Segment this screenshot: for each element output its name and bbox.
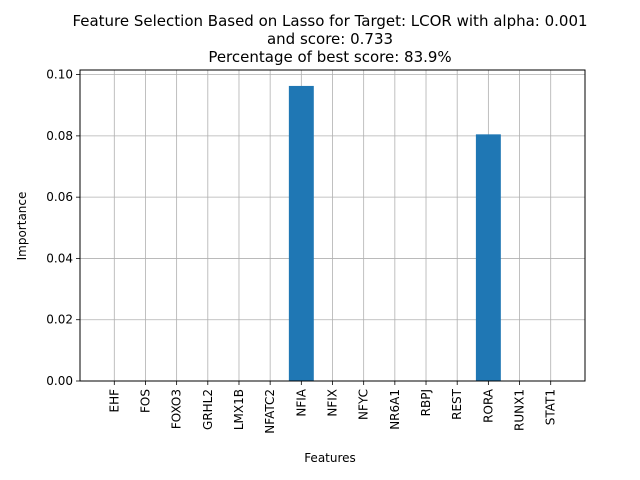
x-tick-label: FOXO3 <box>170 389 184 429</box>
chart-title-line-3: Percentage of best score: 83.9% <box>208 48 451 66</box>
grid-layer <box>80 70 585 382</box>
y-tick-label: 0.04 <box>46 251 73 265</box>
bars-layer <box>288 85 501 381</box>
x-tick-label: NFYC <box>357 389 371 420</box>
x-tick-label: FOS <box>138 389 152 413</box>
x-tick-label: RBPJ <box>419 389 433 416</box>
x-axis: EHF FOS FOXO3 GRHL2 LMX1B NFATC2 NFIA NFIX NFYC N… <box>107 381 558 434</box>
y-axis: 0.00 0.02 0.04 0.06 0.08 0.10 <box>46 68 80 388</box>
y-axis-label: Importance <box>15 192 29 261</box>
x-tick-label: NFIA <box>294 388 308 416</box>
x-tick-label: GRHL2 <box>201 389 215 430</box>
x-tick-label: RUNX1 <box>513 389 527 431</box>
y-tick-label: 0.08 <box>46 129 73 143</box>
x-tick-label: REST <box>450 388 464 420</box>
x-tick-label: NR6A1 <box>388 389 402 430</box>
x-axis-label: Features <box>304 451 356 465</box>
x-tick-label: LMX1B <box>232 389 246 430</box>
y-tick-label: 0.02 <box>46 313 73 327</box>
chart-title-line-1: Feature Selection Based on Lasso for Tar… <box>72 12 587 30</box>
bar <box>288 85 314 381</box>
x-tick-label: EHF <box>107 389 121 413</box>
x-tick-label: STAT1 <box>544 389 558 425</box>
y-tick-label: 0.10 <box>46 68 73 82</box>
bar <box>475 134 501 381</box>
chart-title-line-2: and score: 0.733 <box>267 30 393 48</box>
x-tick-label: RORA <box>481 388 495 423</box>
x-tick-label: NFIX <box>326 389 340 417</box>
x-tick-label: NFATC2 <box>263 389 277 434</box>
y-tick-label: 0.00 <box>46 374 73 388</box>
y-tick-label: 0.06 <box>46 190 73 204</box>
